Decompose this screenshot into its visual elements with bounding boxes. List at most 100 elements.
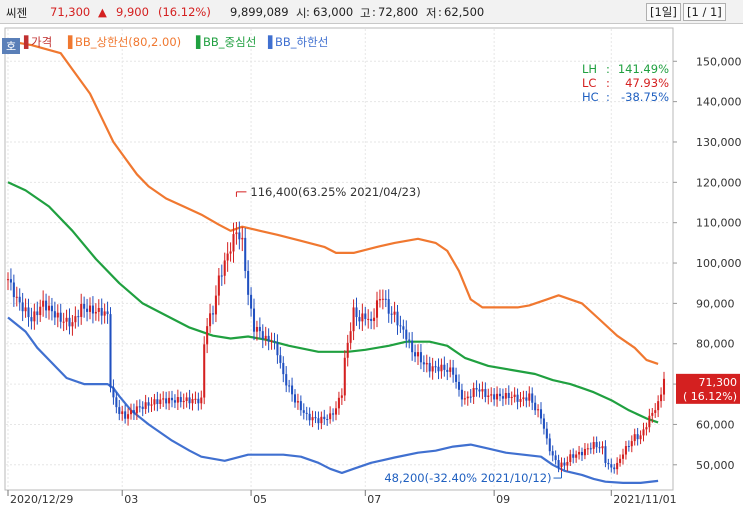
candle-body [660,394,663,402]
candle-body [446,369,449,372]
stat-hc-key: HC [582,90,599,104]
badge-box[interactable] [2,38,20,54]
candle-body [311,417,314,421]
candle-body [285,374,288,386]
y-tick-label: 90,000 [696,297,735,310]
candle-body [583,448,586,456]
period-button[interactable]: [1일] [646,3,681,21]
page-button[interactable]: [1 / 1] [683,3,726,21]
candle-body [548,438,551,452]
candle-body [203,344,206,398]
candle-body [648,415,651,428]
stat-lh-sep: : [606,62,610,76]
legend-marker-2: ▌ [195,35,205,49]
candle-body [209,313,212,327]
candle-body [176,397,179,403]
candle-body [358,317,361,322]
candle-body [578,451,581,455]
candle-body [469,396,472,398]
candle-body [223,260,226,276]
candle-body [627,446,630,448]
candle-body [305,412,308,414]
annotation-low-label: 48,200(-32.40% 2021/10/12) [384,471,551,485]
candle-body [56,312,59,318]
candle-body [443,364,446,370]
candle-body [554,455,557,461]
candle-body [657,401,660,411]
candle-body [132,410,135,414]
candle-body [455,374,458,382]
candle-body [411,340,414,353]
candle-body [12,282,15,298]
candle-body [460,389,463,400]
price-change: 9,900 [116,5,149,19]
candle-body [367,318,370,320]
series-line-middle [7,181,659,424]
candle-body [378,299,381,301]
candle-body [580,451,584,456]
candle-body [162,398,165,400]
candle-body [537,409,540,411]
candle-body [97,307,100,312]
stat-lc-sep: : [606,76,610,90]
candle-body [15,296,18,298]
candle-body [258,326,261,332]
candle-body [179,397,182,403]
candle-body [598,447,601,449]
candle-body [651,412,654,416]
candle-body [501,396,504,399]
candle-body [326,419,329,421]
y-tick-label: 60,000 [696,418,735,431]
candle-body [624,446,627,455]
candle-body [607,462,610,465]
candle-body [323,416,326,420]
candle-body [276,342,279,356]
candle-body [103,311,106,316]
candle-body [487,395,490,398]
candle-body [30,317,33,322]
candle-body [422,362,425,365]
candle-body [88,305,92,312]
candle-body [616,462,619,470]
candle-body [9,279,12,283]
candle-body [475,387,478,390]
candle-body [349,331,352,343]
candle-body [604,446,607,463]
stat-lc-key: LC [582,76,596,90]
candle-body [18,296,21,303]
candle-body [645,427,648,430]
candle-body [235,232,238,235]
candle-body [496,393,499,400]
candle-body [481,389,484,392]
candle-body [270,341,273,343]
candle-body [370,318,373,321]
stat-lh-value: 141.49% [618,62,669,76]
last-price-pct: ( 16.12%) [683,390,737,403]
low-sep: : [438,5,442,19]
candle-body [36,311,39,316]
candle-body [279,355,282,363]
candle-body [185,397,188,401]
candle-body [510,396,513,399]
candle-body [639,435,642,440]
candle-body [144,402,147,409]
candle-body [472,387,475,397]
candle-body [490,394,493,396]
candle-body [238,232,241,240]
candle-body [159,399,162,405]
candle-body [504,392,507,399]
candle-body [630,441,633,447]
candle-body [232,234,235,252]
candle-body [642,429,645,436]
candle-body [440,364,443,372]
candle-body [428,362,431,372]
candle-body [206,326,209,345]
candle-body [592,442,595,449]
candle-body [343,357,346,396]
candle-body [633,434,636,442]
y-tick-label: 130,000 [696,136,742,149]
candle-body [545,428,548,439]
candle-body [50,305,53,312]
candle-body [572,454,575,458]
candle-body [217,275,220,296]
